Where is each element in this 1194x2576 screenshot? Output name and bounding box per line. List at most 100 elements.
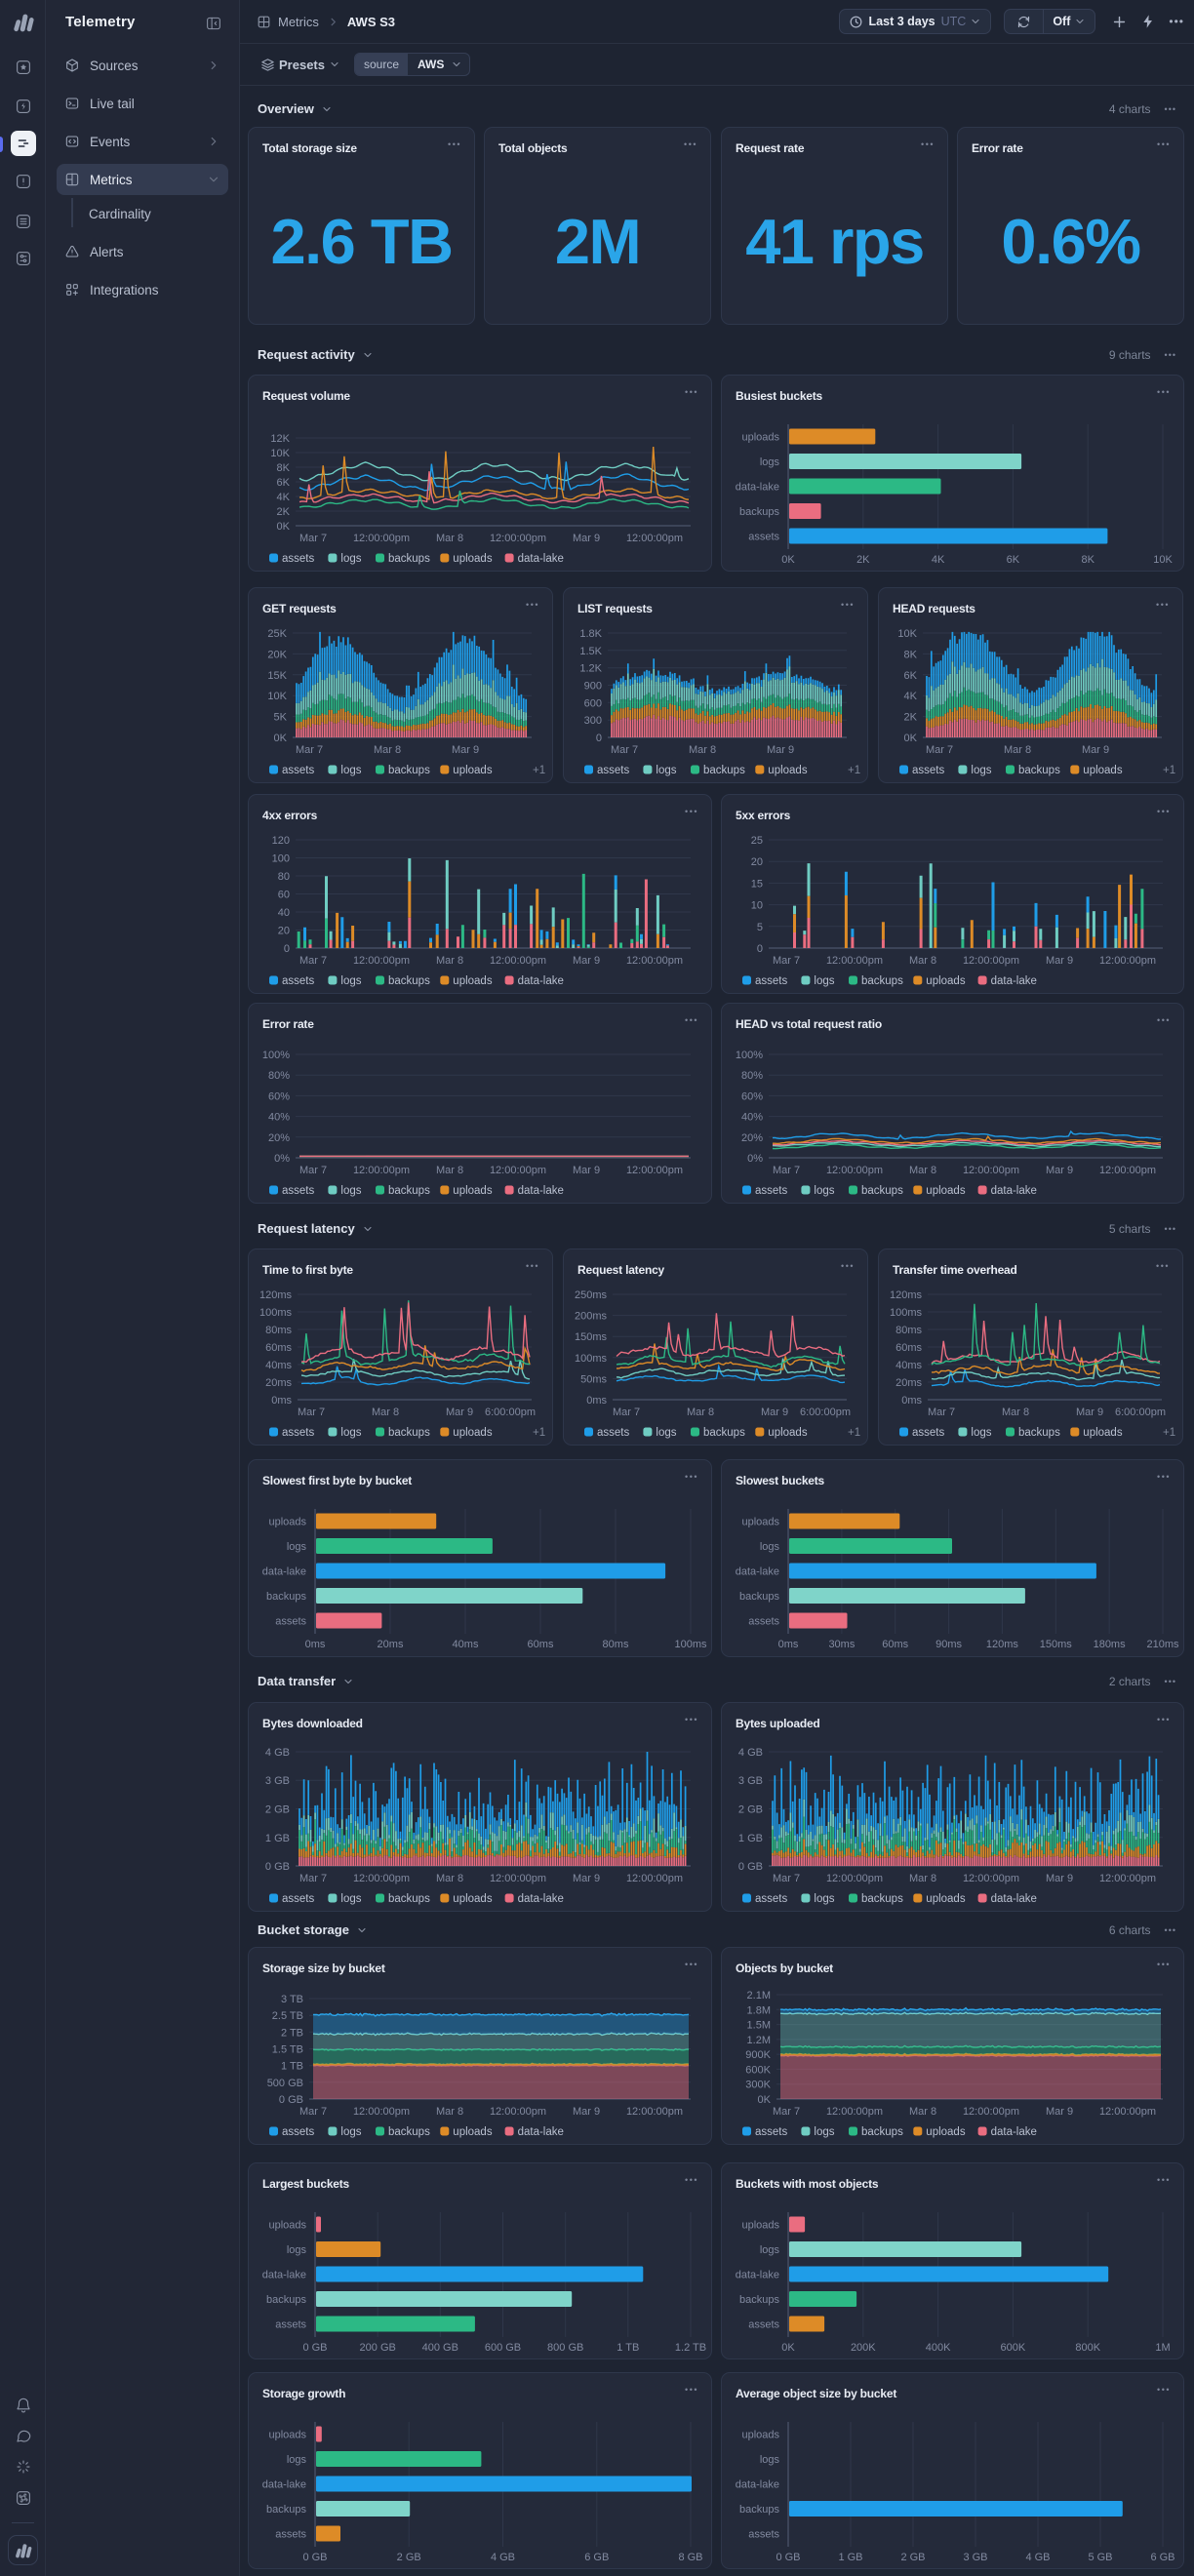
svg-text:data-lake: data-lake [991, 2126, 1037, 2138]
svg-text:backups: backups [861, 1893, 903, 1905]
svg-text:Mar 7: Mar 7 [773, 1873, 800, 1884]
svg-text:uploads: uploads [741, 2430, 779, 2441]
svg-text:12:00:00pm: 12:00:00pm [626, 1165, 683, 1176]
svg-text:logs: logs [287, 2454, 307, 2466]
svg-text:0: 0 [596, 733, 602, 744]
svg-text:12:00:00pm: 12:00:00pm [963, 1873, 1019, 1884]
svg-text:6K: 6K [277, 477, 291, 489]
svg-text:Mar 7: Mar 7 [299, 2106, 327, 2118]
svg-text:12:00:00pm: 12:00:00pm [626, 2106, 683, 2118]
svg-text:assets: assets [755, 975, 787, 987]
svg-text:4K: 4K [277, 492, 291, 503]
svg-text:8K: 8K [904, 649, 918, 660]
svg-text:Mar 7: Mar 7 [926, 744, 953, 756]
svg-text:4 GB: 4 GB [491, 2552, 515, 2563]
svg-text:12:00:00pm: 12:00:00pm [490, 1873, 546, 1884]
svg-text:0ms: 0ms [778, 1639, 799, 1650]
svg-text:uploads: uploads [268, 1517, 306, 1528]
svg-text:Mar 7: Mar 7 [928, 1407, 955, 1418]
svg-text:0K: 0K [758, 2094, 772, 2106]
svg-text:8K: 8K [277, 462, 291, 474]
svg-text:+1: +1 [1163, 1427, 1175, 1439]
svg-text:12:00:00pm: 12:00:00pm [490, 2106, 546, 2118]
svg-text:Mar 7: Mar 7 [773, 955, 800, 967]
svg-text:logs: logs [760, 1541, 780, 1553]
svg-text:assets: assets [282, 1185, 314, 1197]
svg-text:200ms: 200ms [575, 1311, 608, 1323]
svg-text:backups: backups [388, 1185, 430, 1197]
svg-text:data-lake: data-lake [518, 1893, 564, 1905]
svg-text:12K: 12K [270, 433, 290, 445]
svg-text:backups: backups [703, 765, 745, 776]
svg-text:600K: 600K [745, 2064, 771, 2076]
svg-text:Mar 9: Mar 9 [1046, 2106, 1073, 2118]
svg-text:20: 20 [278, 926, 290, 937]
svg-text:900: 900 [584, 681, 602, 693]
svg-text:logs: logs [340, 1893, 361, 1905]
svg-text:Mar 9: Mar 9 [452, 744, 479, 756]
svg-text:Mar 7: Mar 7 [299, 1873, 327, 1884]
svg-text:0ms: 0ms [271, 1395, 292, 1407]
svg-text:60ms: 60ms [528, 1639, 554, 1650]
svg-text:20K: 20K [267, 649, 287, 660]
svg-text:1.2 TB: 1.2 TB [675, 2342, 706, 2354]
svg-text:Mar 7: Mar 7 [299, 1165, 327, 1176]
svg-text:backups: backups [1018, 1427, 1060, 1439]
svg-text:Mar 9: Mar 9 [573, 1873, 600, 1884]
svg-text:20: 20 [751, 856, 763, 868]
svg-text:2 GB: 2 GB [738, 1804, 763, 1816]
svg-text:40ms: 40ms [896, 1360, 922, 1371]
svg-text:Mar 8: Mar 8 [374, 744, 401, 756]
svg-text:logs: logs [814, 975, 834, 987]
svg-text:uploads: uploads [453, 2126, 493, 2138]
svg-text:12:00:00pm: 12:00:00pm [826, 1873, 883, 1884]
svg-text:1.5K: 1.5K [579, 646, 602, 657]
svg-text:data-lake: data-lake [262, 1566, 306, 1578]
svg-text:Mar 7: Mar 7 [299, 533, 327, 544]
svg-text:assets: assets [748, 532, 779, 543]
svg-text:20ms: 20ms [265, 1377, 292, 1389]
svg-text:60%: 60% [741, 1090, 763, 1102]
svg-text:120ms: 120ms [890, 1289, 923, 1301]
svg-text:12:00:00pm: 12:00:00pm [353, 1165, 410, 1176]
svg-text:Mar 8: Mar 8 [436, 1165, 463, 1176]
svg-text:6:00:00pm: 6:00:00pm [800, 1407, 851, 1418]
svg-text:2K: 2K [904, 712, 918, 724]
svg-text:data-lake: data-lake [736, 1566, 779, 1578]
svg-text:4 GB: 4 GB [1025, 2552, 1050, 2563]
svg-text:Mar 9: Mar 9 [761, 1407, 788, 1418]
svg-text:60ms: 60ms [896, 1342, 922, 1354]
svg-text:0 GB: 0 GB [776, 2552, 800, 2563]
svg-text:uploads: uploads [768, 1427, 808, 1439]
svg-text:logs: logs [760, 2454, 780, 2466]
svg-text:12:00:00pm: 12:00:00pm [826, 1165, 883, 1176]
svg-text:data-lake: data-lake [991, 975, 1037, 987]
svg-text:Mar 8: Mar 8 [1004, 744, 1031, 756]
svg-text:Mar 8: Mar 8 [909, 955, 936, 967]
svg-text:12:00:00pm: 12:00:00pm [490, 1165, 546, 1176]
svg-text:assets: assets [912, 765, 944, 776]
svg-text:100ms: 100ms [890, 1307, 923, 1319]
svg-text:8K: 8K [1081, 554, 1094, 566]
svg-text:backups: backups [388, 765, 430, 776]
svg-text:Mar 9: Mar 9 [767, 744, 794, 756]
svg-text:uploads: uploads [453, 765, 493, 776]
svg-text:0ms: 0ms [586, 1395, 607, 1407]
svg-text:15K: 15K [267, 670, 287, 682]
svg-text:250ms: 250ms [575, 1289, 608, 1301]
svg-text:logs: logs [814, 1185, 834, 1197]
svg-text:Mar 8: Mar 8 [909, 2106, 936, 2118]
svg-text:12:00:00pm: 12:00:00pm [963, 1165, 1019, 1176]
svg-text:backups: backups [1018, 765, 1060, 776]
svg-text:assets: assets [282, 1893, 314, 1905]
svg-text:0 GB: 0 GB [265, 1861, 290, 1873]
svg-text:2 GB: 2 GB [265, 1804, 290, 1816]
svg-text:Mar 7: Mar 7 [773, 1165, 800, 1176]
svg-text:1 TB: 1 TB [281, 2061, 303, 2073]
svg-text:assets: assets [748, 1616, 779, 1628]
svg-text:assets: assets [282, 2126, 314, 2138]
svg-text:uploads: uploads [926, 1185, 966, 1197]
svg-text:Mar 8: Mar 8 [436, 955, 463, 967]
svg-text:20ms: 20ms [896, 1377, 922, 1389]
svg-text:80%: 80% [268, 1070, 290, 1082]
